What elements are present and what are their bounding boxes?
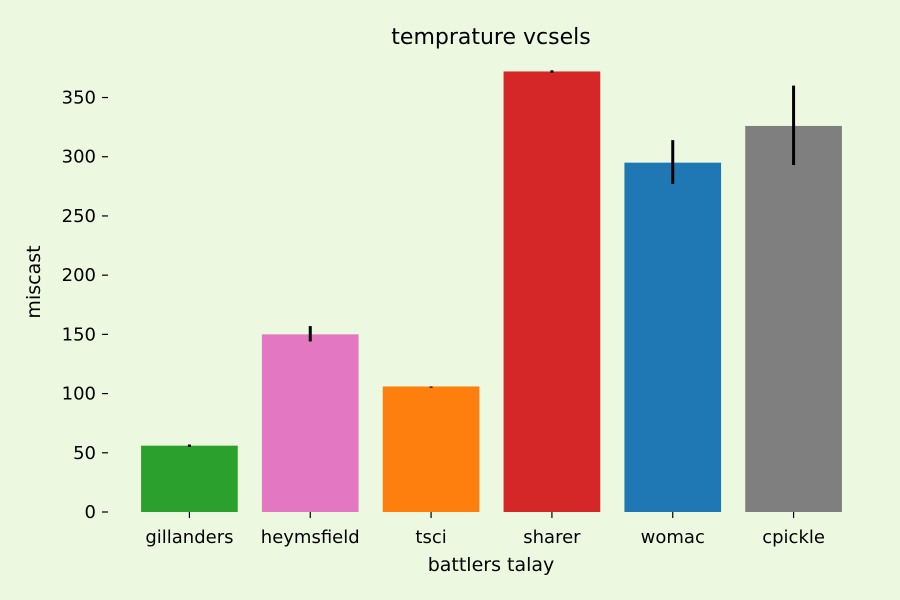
- y-tick-label-250: 250: [62, 206, 96, 227]
- y-tick-label-300: 300: [62, 147, 96, 168]
- chart-title: temprature vcsels: [391, 25, 590, 50]
- y-axis-label: miscast: [23, 245, 45, 318]
- bar-womac: [624, 162, 722, 512]
- y-axis: 0 50 100 150 200 250 300 350: [62, 88, 108, 523]
- x-tick-label-heymsfield: heymsfield: [261, 527, 360, 548]
- bar-heymsfield: [261, 334, 359, 512]
- x-axis-label: battlers talay: [428, 554, 555, 576]
- y-tick-label-150: 150: [62, 324, 96, 345]
- x-axis: gillanders heymsfield tsci sharer womac cpick…: [145, 512, 825, 548]
- y-tick-label-100: 100: [62, 384, 96, 405]
- x-tick-label-sharer: sharer: [523, 527, 581, 548]
- bar-tsci: [382, 386, 480, 512]
- bars-group: [141, 71, 842, 512]
- bar-sharer: [503, 71, 601, 512]
- x-tick-label-cpickle: cpickle: [762, 527, 825, 548]
- bar-gillanders: [141, 445, 238, 512]
- x-tick-label-tsci: tsci: [415, 527, 446, 548]
- bar-cpickle: [745, 125, 842, 512]
- y-tick-label-50: 50: [73, 443, 96, 464]
- y-tick-label-350: 350: [62, 88, 96, 109]
- y-tick-label-200: 200: [62, 265, 96, 286]
- error-bars-group: [187, 70, 796, 447]
- x-tick-label-womac: womac: [641, 527, 705, 548]
- x-tick-label-gillanders: gillanders: [145, 527, 233, 548]
- y-tick-label-0: 0: [85, 502, 96, 523]
